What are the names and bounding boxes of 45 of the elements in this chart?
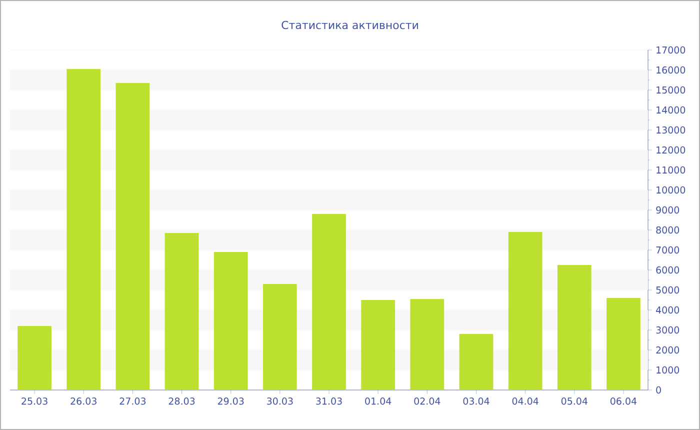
y-tick-label: 12000 [656, 146, 686, 154]
y-tick-label: 9000 [656, 206, 680, 214]
y-tick-label: 11000 [656, 166, 686, 174]
bar [116, 82, 150, 390]
y-tick-label: 8000 [656, 226, 680, 234]
bar [18, 326, 52, 390]
x-tick-label: 28.03 [168, 398, 195, 405]
x-tick-label: 25.03 [22, 398, 48, 405]
bar [606, 298, 640, 390]
x-tick-label: 30.03 [267, 398, 293, 405]
bar [361, 300, 396, 390]
y-tick-label: 14000 [656, 106, 686, 114]
y-tick-label: 17000 [656, 46, 686, 54]
y-tick-label: 0 [656, 386, 661, 394]
x-tick-label: 27.03 [120, 398, 146, 405]
bar [214, 252, 248, 390]
bar [66, 68, 101, 390]
y-tick-label: 1000 [656, 366, 680, 374]
x-tick-label: 05.04 [561, 398, 588, 405]
y-tick-label: 7000 [656, 246, 680, 254]
bar [164, 233, 199, 390]
chart-title: Статистика активности [282, 20, 418, 30]
x-tick-label: 06.04 [610, 398, 637, 405]
bar [410, 299, 444, 390]
y-tick-label: 15000 [656, 86, 686, 94]
x-tick-label: 26.03 [70, 398, 96, 405]
y-tick-label: 4000 [656, 306, 680, 314]
x-tick-label: 01.04 [365, 398, 392, 405]
bar [508, 232, 542, 390]
bar [263, 284, 297, 390]
bar [312, 214, 346, 390]
y-tick-label: 5000 [656, 286, 680, 294]
y-tick-label: 6000 [656, 266, 680, 274]
bar [557, 265, 592, 390]
y-tick-label: 13000 [656, 126, 686, 134]
y-tick-label: 2000 [656, 346, 680, 354]
x-tick-label: 31.03 [316, 398, 342, 405]
y-tick-label: 16000 [656, 66, 686, 74]
y-tick-label: 10000 [656, 186, 686, 194]
x-tick-label: 03.04 [463, 398, 490, 405]
bar [459, 334, 494, 390]
y-tick-label: 3000 [656, 326, 680, 334]
x-tick-label: 04.04 [512, 398, 538, 405]
x-tick-label: 02.04 [414, 398, 440, 405]
x-tick-label: 29.03 [218, 398, 244, 405]
